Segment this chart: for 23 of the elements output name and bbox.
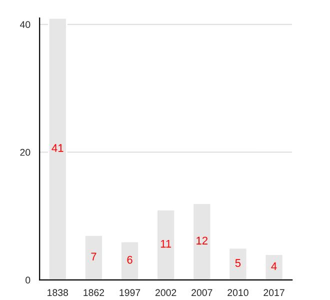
- y-tick-label: 40: [20, 21, 30, 28]
- data-label: 41: [52, 144, 64, 152]
- bar: [120, 240, 140, 280]
- bar: [192, 202, 212, 280]
- data-label: 12: [196, 236, 208, 244]
- x-tick-label: 1838: [48, 289, 68, 296]
- data-label: 4: [271, 262, 277, 270]
- x-tick-label: 2007: [192, 289, 212, 296]
- x-tick-label: 2002: [156, 289, 176, 296]
- y-tick-label: 0: [26, 276, 30, 284]
- data-label: 7: [91, 252, 96, 260]
- data-label: 11: [160, 240, 172, 248]
- x-tick-label: 1997: [120, 289, 140, 296]
- bar: [228, 247, 248, 280]
- x-tick-label: 1862: [84, 289, 104, 296]
- x-tick-label: 2017: [264, 289, 284, 296]
- y-tick-label: 20: [20, 148, 30, 156]
- bar: [264, 254, 284, 280]
- data-label: 5: [235, 259, 241, 267]
- bar: [156, 208, 176, 280]
- data-label: 6: [127, 256, 132, 264]
- bar: [84, 234, 104, 280]
- x-tick-label: 2010: [228, 289, 248, 296]
